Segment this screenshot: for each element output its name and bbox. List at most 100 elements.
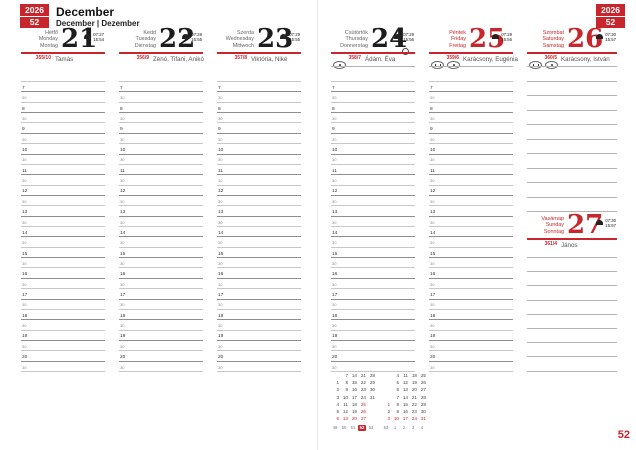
sun-icon <box>596 220 604 224</box>
hour-line <box>217 132 301 134</box>
half-hour-label: 30 <box>218 364 223 370</box>
mini-cal-day: 24 <box>360 394 366 400</box>
sunset-time: 15:56 <box>403 37 414 43</box>
hour-label: 12 <box>430 189 436 195</box>
hour-line <box>21 360 105 362</box>
hour-label: 14 <box>332 230 338 236</box>
holiday-icon <box>545 61 558 69</box>
sun-times: 07:30 15:57 <box>605 32 616 43</box>
weekday-label: Szombat <box>542 30 564 36</box>
day-of-year: 361/4 <box>544 241 557 247</box>
ruled-line <box>331 350 415 352</box>
tab-week: 52 <box>29 17 40 27</box>
hour-label: 16 <box>120 272 126 278</box>
hour-line <box>119 132 203 134</box>
day-number: 22 <box>159 24 196 54</box>
mini-cal-day: 3 <box>387 416 390 422</box>
ruled-line <box>119 288 203 290</box>
ruled-line <box>331 288 415 290</box>
ruled-line <box>119 308 203 310</box>
half-hour-label: 30 <box>430 115 435 121</box>
hour-label: 13 <box>218 210 224 216</box>
hour-line <box>331 153 415 155</box>
hour-line <box>331 277 415 279</box>
hour-line <box>119 339 203 341</box>
hour-line <box>429 319 513 321</box>
hour-line <box>331 360 415 362</box>
hour-label: 19 <box>430 334 436 340</box>
hour-label: 8 <box>430 106 433 112</box>
hour-label: 13 <box>22 210 28 216</box>
hour-line <box>331 174 415 176</box>
hour-line <box>429 153 513 155</box>
hour-label: 18 <box>22 313 28 319</box>
ruled-line <box>119 143 203 145</box>
ruled-line <box>331 205 415 207</box>
mini-cal-day: 21 <box>411 394 417 400</box>
weekday-stack: Hétfő Monday Montag <box>21 30 58 49</box>
half-hour-label: 30 <box>22 198 27 204</box>
half-hour-label: 30 <box>430 260 435 266</box>
half-hour-label: 30 <box>22 260 27 266</box>
sunrise-sunset: 07:30 15:57 <box>596 32 616 43</box>
mini-cal-day: 8 <box>396 401 399 407</box>
half-hour-label: 30 <box>120 157 125 163</box>
hour-label: 18 <box>332 313 338 319</box>
half-hour-label: 30 <box>430 95 435 101</box>
half-hour-label: 30 <box>332 178 337 184</box>
ruled-line <box>21 205 105 207</box>
ruled-line <box>217 226 301 227</box>
hour-label: 20 <box>120 355 126 361</box>
hour-label: 8 <box>120 106 123 112</box>
full-moon-icon <box>402 48 409 55</box>
weekday-label: Sonntag <box>543 228 564 235</box>
ruled-line <box>527 109 617 111</box>
week-number: 1 <box>393 425 397 430</box>
hour-line <box>21 277 105 279</box>
hour-line <box>429 236 513 238</box>
holiday-badges <box>333 61 346 69</box>
mini-cal-day: 3 <box>336 394 339 400</box>
day-number: 21 <box>61 24 98 54</box>
half-hour-label: 30 <box>218 240 223 246</box>
hour-label: 10 <box>430 148 436 153</box>
mini-calendar: 7 14 21 28 1 8 15 22 29 2 9 16 23 30 3 10 17 24 31 4 11 18 25 5… <box>331 373 427 439</box>
hour-line <box>119 194 203 196</box>
day-header-rule <box>119 52 203 54</box>
half-hour-label: 30 <box>120 198 125 204</box>
ruled-line <box>21 101 105 103</box>
hour-line <box>429 215 513 217</box>
mini-cal-day: 10 <box>393 416 399 422</box>
ruled-line <box>217 329 301 331</box>
hour-label: 19 <box>22 334 28 340</box>
mini-cal-day: 1 <box>387 401 390 407</box>
half-hour-label: 30 <box>332 302 337 308</box>
ruled-line <box>119 329 203 331</box>
hour-label: 11 <box>22 168 27 174</box>
sunrise-sunset: 07:29 15:55 <box>280 32 300 43</box>
ruled-line <box>429 66 513 67</box>
mini-cal-day: 27 <box>420 387 426 393</box>
hour-line <box>217 277 301 279</box>
ruled-line <box>527 196 617 198</box>
mini-cal-day: 27 <box>360 416 366 422</box>
hour-line <box>429 194 513 196</box>
hour-line <box>119 277 203 279</box>
hour-line <box>21 112 105 114</box>
current-week-badge: 52 <box>358 425 366 431</box>
week-number: 51 <box>350 425 356 430</box>
dot-glyph <box>550 64 553 66</box>
hour-line <box>217 257 301 259</box>
mini-cal-day: 20 <box>351 416 357 422</box>
hour-line <box>331 132 415 134</box>
mini-cal-day: 19 <box>351 409 357 414</box>
hour-line <box>21 298 105 300</box>
hour-label: 9 <box>332 127 335 133</box>
half-hour-label: 30 <box>120 95 125 101</box>
day-header-rule <box>429 52 513 54</box>
half-hour-label: 30 <box>120 323 125 329</box>
ruled-line <box>429 163 513 165</box>
ruled-line <box>429 81 513 82</box>
hour-line <box>217 194 301 196</box>
hour-line <box>331 319 415 321</box>
